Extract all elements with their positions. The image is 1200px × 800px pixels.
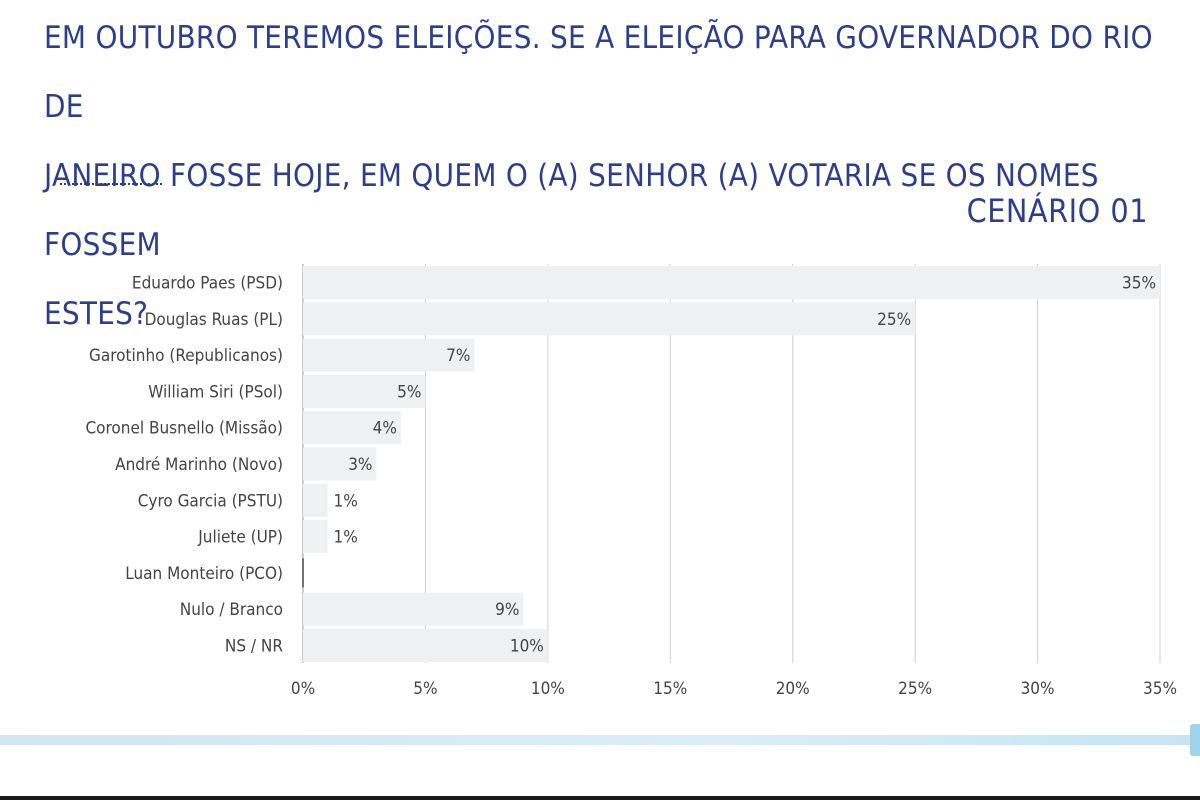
bar-chart: Eduardo Paes (PSD) Douglas Ruas (PL) Garot… [85, 264, 1177, 699]
bar [303, 302, 916, 336]
x-tick-label: 5% [413, 679, 437, 699]
category-label: Luan Monteiro (PCO) [125, 564, 283, 584]
data-label: 5% [397, 382, 421, 402]
x-tick-label: 10% [531, 679, 565, 699]
question-line: JANEIRO FOSSE HOJE, EM QUEM O (A) SENHOR… [44, 158, 1099, 263]
bar [303, 520, 328, 554]
data-label: 9% [495, 600, 519, 620]
title-dotted-underline [60, 183, 162, 185]
category-label: André Marinho (Novo) [115, 455, 283, 475]
data-labels: 35% 25% 7% 5%4%3% 1% 1% 9% 10% [333, 274, 1156, 657]
bar [303, 447, 377, 481]
category-label: Cyro Garcia (PSTU) [138, 491, 283, 511]
category-label: Eduardo Paes (PSD) [132, 274, 283, 294]
footer-rule [0, 796, 1200, 800]
data-label: 1% [333, 528, 357, 548]
category-labels: Eduardo Paes (PSD) Douglas Ruas (PL) Garot… [85, 274, 283, 657]
question-title: EM OUTUBRO TEREMOS ELEIÇÕES. SE A ELEIÇÃ… [44, 4, 1154, 349]
question-line: ESTES? [44, 296, 149, 332]
x-tick-label: 15% [653, 679, 687, 699]
x-tick-label: 20% [776, 679, 810, 699]
category-label: Douglas Ruas (PL) [145, 310, 283, 330]
bar [303, 629, 548, 662]
category-label: William Siri (PSol) [148, 382, 283, 402]
category-label: NS / NR [225, 637, 283, 657]
question-line: EM OUTUBRO TEREMOS ELEIÇÕES. SE A ELEIÇÃ… [44, 20, 1153, 125]
category-label: Juliete (UP) [197, 528, 283, 548]
category-label: Garotinho (Republicanos) [89, 346, 283, 366]
bar [303, 411, 401, 445]
footer-band [0, 735, 1200, 745]
bar [303, 338, 475, 372]
data-label: 4% [373, 419, 397, 439]
x-axis-ticks: 0% 5% 10% 15% 20% 25% 30% 35% [291, 679, 1177, 699]
bar [303, 592, 524, 626]
bar [303, 374, 426, 408]
category-label: Nulo / Branco [180, 600, 283, 620]
category-label: Coronel Busnello (Missão) [85, 419, 283, 439]
data-label: 7% [446, 346, 470, 366]
scenario-label: CENÁRIO 01 [966, 192, 1148, 230]
x-tick-label: 25% [898, 679, 932, 699]
bar [303, 483, 328, 517]
bar [303, 266, 1160, 299]
footer-band-tab [1190, 724, 1200, 756]
data-label: 1% [333, 491, 357, 511]
data-label: 3% [348, 455, 372, 475]
data-label: 10% [510, 637, 544, 657]
x-tick-label: 30% [1021, 679, 1055, 699]
x-tick-label: 35% [1143, 679, 1177, 699]
data-label: 25% [877, 310, 911, 330]
bars [302, 266, 1160, 662]
data-label: 35% [1122, 274, 1156, 294]
x-tick-label: 0% [291, 679, 315, 699]
